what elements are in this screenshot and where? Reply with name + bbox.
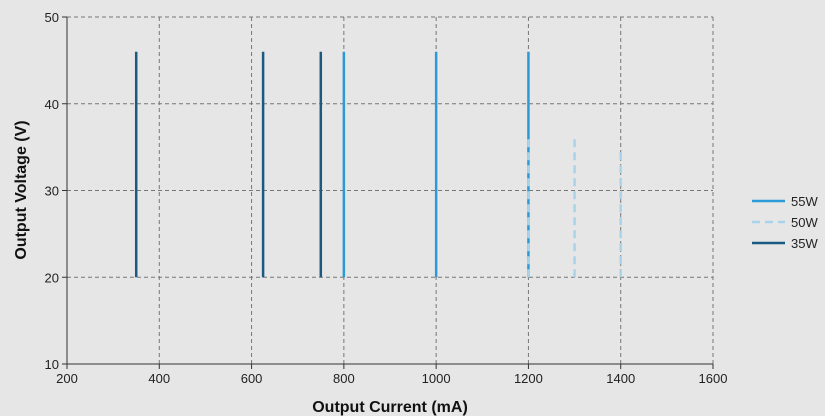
y-axis-title: Output Voltage (V)	[13, 120, 30, 259]
series-35W	[134, 51, 323, 278]
legend-label: 55W	[791, 194, 818, 209]
series-50W	[527, 138, 622, 278]
y-tick-label: 20	[45, 270, 59, 285]
x-tick-label: 200	[56, 371, 78, 386]
y-tick-label: 10	[45, 357, 59, 372]
legend-label: 50W	[791, 215, 818, 230]
x-axis-ticks: 200 400 600 800 1000 1200 1400 1600	[56, 364, 727, 386]
series-layer	[134, 51, 622, 278]
y-tick-label: 30	[45, 184, 59, 199]
x-tick-label: 400	[148, 371, 170, 386]
x-tick-label: 1600	[699, 371, 728, 386]
y-tick-label: 40	[45, 97, 59, 112]
x-axis-title: Output Current (mA)	[312, 399, 468, 416]
x-tick-label: 600	[241, 371, 263, 386]
y-tick-label: 50	[45, 10, 59, 25]
x-tick-label: 800	[333, 371, 355, 386]
y-axis-ticks: 10 20 30 40 50	[45, 10, 67, 372]
x-tick-label: 1000	[422, 371, 451, 386]
series-55W	[342, 51, 530, 278]
x-tick-label: 1200	[514, 371, 543, 386]
legend-label: 35W	[791, 236, 818, 251]
legend: 55W 50W 35W	[752, 194, 818, 251]
x-tick-label: 1400	[606, 371, 635, 386]
